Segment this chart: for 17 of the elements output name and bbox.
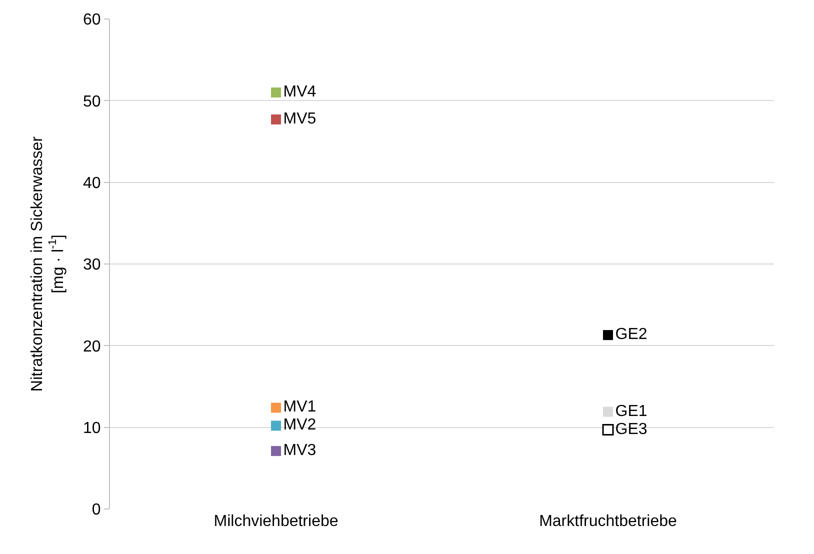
y-tick-label: 30 [83,256,101,274]
y-tick-label: 40 [83,174,101,192]
y-tick-label: 60 [83,12,101,29]
series-label: MV3 [283,442,316,460]
series-label: MV1 [283,398,316,416]
series-label: GE2 [615,326,648,344]
y-tick-label: 50 [83,93,101,110]
series-label: GE1 [615,402,648,420]
series-label: MV4 [283,84,316,100]
series-label: MV5 [283,110,316,128]
series-label: MV2 [283,416,316,434]
x-tick-label: Milchviehbetriebe [214,513,338,530]
series-label: GE3 [615,420,648,438]
y-tick-label: 0 [92,502,101,519]
y-tick-label: 10 [83,420,101,437]
x-tick-label: Marktfruchtbetriebe [539,513,678,530]
y-tick-label: 20 [83,338,101,356]
